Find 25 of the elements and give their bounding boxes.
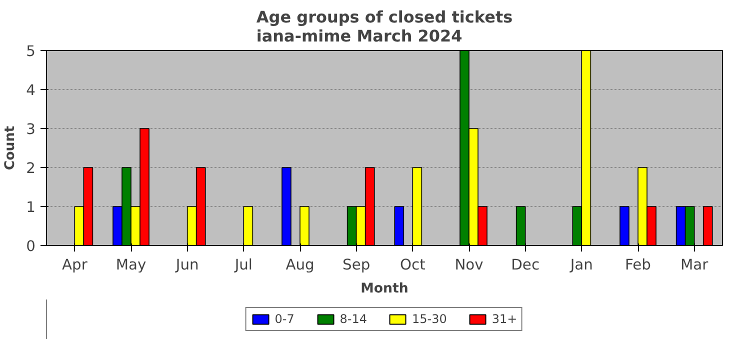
y-tick-label: 5 [26,43,36,60]
y-axis-title: Count [3,125,18,170]
y-tick-label: 0 [26,238,36,255]
legend-label: 31+ [492,312,518,326]
x-tick-label: Apr [62,256,88,274]
chart-title: Age groups of closed tickets iana-mime March 2024 [256,8,513,46]
x-tick-label: Feb [625,256,651,274]
x-tick-label: Sep [342,256,370,274]
legend-label: 15-30 [412,312,447,326]
x-tick-label: Aug [286,256,314,274]
x-tick-label: Jul [234,256,253,274]
y-tick-label: 3 [26,121,36,138]
legend-label: 0-7 [274,312,295,326]
x-tick-label: Nov [454,256,484,274]
x-tick-label: Jan [569,256,593,274]
y-tick-label: 1 [26,199,36,216]
legend-label: 8-14 [340,312,368,326]
y-tick-label: 4 [26,82,36,99]
x-tick-label: Oct [400,256,426,274]
x-tick-label: Jun [174,256,199,274]
y-tick-label: 2 [26,160,36,177]
x-tick-label: May [116,256,146,274]
x-tick-label: Dec [511,256,540,274]
x-axis-title: Month [360,282,408,296]
x-tick-label: Mar [680,256,710,274]
